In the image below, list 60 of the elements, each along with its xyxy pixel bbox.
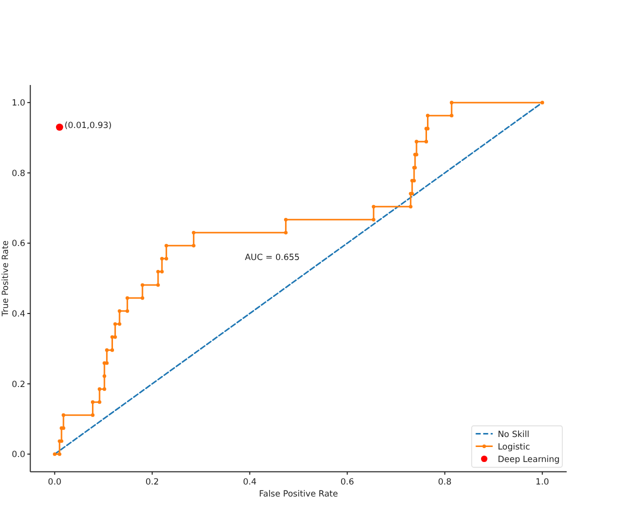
x-tick-label: 0.4 [242,478,256,488]
point [156,283,160,287]
annotation: AUC = 0.655 [244,253,300,264]
point [105,348,109,352]
point [426,114,430,118]
point [450,100,454,104]
point [540,100,544,104]
point [58,452,62,456]
point [192,244,196,248]
point [102,374,106,378]
legend-label: No Skill [498,430,530,440]
point [372,204,376,208]
point [110,335,114,339]
point [98,400,102,404]
point [56,124,64,131]
y-tick-label: 0.4 [12,310,26,320]
point [284,230,288,234]
point [424,140,428,144]
x-tick-label: 0.6 [340,478,354,488]
point [105,361,109,365]
legend-label: Logistic [498,442,530,452]
y-tick-label: 0.0 [12,450,26,460]
point [118,309,122,313]
x-tick-label: 0.8 [438,478,452,488]
point [62,413,66,417]
point [113,322,117,326]
x-tick-label: 0.0 [48,478,62,488]
point [113,335,117,339]
point [156,270,160,274]
point [90,400,95,404]
y-tick-label: 1.0 [12,98,26,109]
x-axis-title: False Positive Rate [259,490,338,500]
point [372,218,376,222]
point [164,256,168,260]
y-tick-label: 0.8 [12,168,26,179]
point [52,452,56,456]
point [90,413,95,417]
point [160,270,164,274]
point [126,309,130,313]
y-tick-label: 0.6 [12,239,26,250]
point [140,296,144,300]
y-axis-title: True Positive Rate [1,240,11,318]
point [140,283,144,287]
x-tick-label: 0.2 [145,478,159,488]
annotation: (0.01,0.93) [64,121,112,132]
point [160,256,164,260]
x-tick-label: 1.0 [536,478,550,488]
legend-label: Deep Learning [498,454,560,465]
point [192,230,196,234]
point [102,387,106,391]
point [164,244,168,248]
point [450,114,454,118]
point [284,218,288,222]
point [408,204,412,208]
point [126,296,130,300]
point [414,140,418,144]
point [110,348,114,352]
point [98,387,102,391]
y-tick-label: 0.2 [12,380,26,390]
point [118,322,122,326]
